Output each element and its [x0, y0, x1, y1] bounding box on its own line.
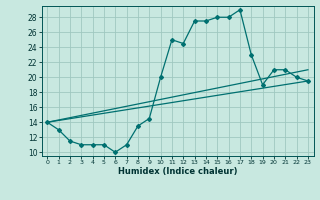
X-axis label: Humidex (Indice chaleur): Humidex (Indice chaleur)	[118, 167, 237, 176]
